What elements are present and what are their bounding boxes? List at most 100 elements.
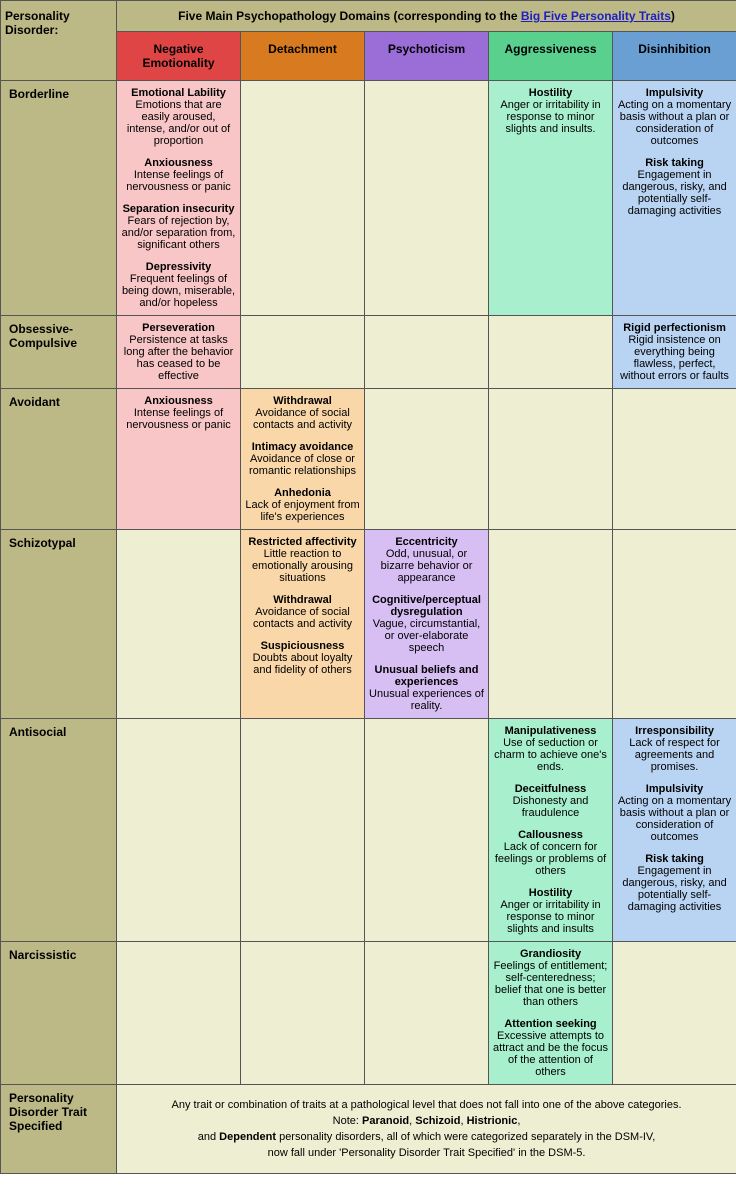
trait-block: ImpulsivityActing on a momentary basis w…	[617, 783, 732, 843]
trait-title: Anxiousness	[121, 395, 236, 407]
footer-bold-dependent: Dependent	[219, 1131, 276, 1143]
trait-desc: Little reaction to emotionally arousing …	[245, 548, 360, 584]
footer-comma: ,	[517, 1115, 520, 1127]
trait-desc: Doubts about loyalty and fidelity of oth…	[245, 652, 360, 676]
trait-block: CallousnessLack of concern for feelings …	[493, 829, 608, 877]
trait-block: Risk takingEngagement in dangerous, risk…	[617, 157, 732, 217]
table-cell	[365, 942, 489, 1085]
table-cell: ManipulativenessUse of seduction or char…	[489, 719, 613, 942]
table-cell	[613, 530, 736, 719]
trait-desc: Lack of concern for feelings or problems…	[493, 841, 608, 877]
trait-desc: Unusual experiences of reality.	[369, 688, 484, 712]
table-row: SchizotypalRestricted affectivityLittle …	[1, 530, 736, 719]
table-cell	[365, 719, 489, 942]
trait-block: Attention seekingExcessive attempts to a…	[493, 1018, 608, 1078]
table-cell: PerseverationPersistence at tasks long a…	[117, 316, 241, 389]
footer-line3-post: personality disorders, all of which were…	[276, 1131, 655, 1143]
title-header: Five Main Psychopathology Domains (corre…	[117, 1, 736, 32]
trait-block: SuspiciousnessDoubts about loyalty and f…	[245, 640, 360, 676]
footer-line3-pre: and	[198, 1131, 219, 1143]
trait-block: WithdrawalAvoidance of social contacts a…	[245, 594, 360, 630]
table-cell	[241, 942, 365, 1085]
table-cell	[117, 530, 241, 719]
trait-block: GrandiosityFeelings of entitlement; self…	[493, 948, 608, 1008]
trait-desc: Avoidance of social contacts and activit…	[245, 407, 360, 431]
trait-desc: Acting on a momentary basis without a pl…	[617, 795, 732, 843]
trait-desc: Anger or irritability in response to min…	[493, 99, 608, 135]
table-row: NarcissisticGrandiosityFeelings of entit…	[1, 942, 736, 1085]
table-cell	[365, 316, 489, 389]
table-cell	[241, 719, 365, 942]
footer-bold-paranoid: Paranoid	[362, 1115, 409, 1127]
trait-desc: Intense feelings of nervousness or panic	[121, 169, 236, 193]
column-header: Disinhibition	[613, 32, 736, 81]
trait-title: Hostility	[493, 887, 608, 899]
table-cell: AnxiousnessIntense feelings of nervousne…	[117, 389, 241, 530]
table-cell: IrresponsibilityLack of respect for agre…	[613, 719, 736, 942]
trait-title: Impulsivity	[617, 87, 732, 99]
trait-title: Anxiousness	[121, 157, 236, 169]
table-cell	[489, 530, 613, 719]
trait-desc: Odd, unusual, or bizarre behavior or app…	[369, 548, 484, 584]
table-cell: ImpulsivityActing on a momentary basis w…	[613, 81, 736, 316]
footer-cell: Any trait or combination of traits at a …	[117, 1085, 736, 1174]
trait-title: Cognitive/perceptual dysregulation	[369, 594, 484, 618]
column-header: Aggressiveness	[489, 32, 613, 81]
trait-title: Deceitfulness	[493, 783, 608, 795]
footer-bold-schizoid: Schizoid	[415, 1115, 460, 1127]
trait-block: PerseverationPersistence at tasks long a…	[121, 322, 236, 382]
trait-block: ImpulsivityActing on a momentary basis w…	[617, 87, 732, 147]
table-cell: WithdrawalAvoidance of social contacts a…	[241, 389, 365, 530]
trait-title: Suspiciousness	[245, 640, 360, 652]
trait-title: Risk taking	[617, 853, 732, 865]
table-row: Obsessive-CompulsivePerseverationPersist…	[1, 316, 736, 389]
trait-title: Restricted affectivity	[245, 536, 360, 548]
trait-title: Anhedonia	[245, 487, 360, 499]
trait-block: Cognitive/perceptual dysregulationVague,…	[369, 594, 484, 654]
trait-title: Eccentricity	[369, 536, 484, 548]
trait-title: Unusual beliefs and experiences	[369, 664, 484, 688]
table-cell	[613, 942, 736, 1085]
trait-desc: Dishonesty and fraudulence	[493, 795, 608, 819]
trait-desc: Use of seduction or charm to achieve one…	[493, 737, 608, 773]
table-cell: Restricted affectivityLittle reaction to…	[241, 530, 365, 719]
footer-bold-histrionic: Histrionic	[467, 1115, 518, 1127]
footer-line4: now fall under 'Personality Disorder Tra…	[125, 1147, 728, 1159]
title-post: )	[671, 9, 675, 23]
trait-block: Restricted affectivityLittle reaction to…	[245, 536, 360, 584]
trait-block: AnhedoniaLack of enjoyment from life's e…	[245, 487, 360, 523]
table-cell	[365, 389, 489, 530]
table-cell	[365, 81, 489, 316]
trait-desc: Fears of rejection by, and/or separation…	[121, 215, 236, 251]
table-cell	[489, 389, 613, 530]
trait-block: Emotional LabilityEmotions that are easi…	[121, 87, 236, 147]
column-header: Psychoticism	[365, 32, 489, 81]
trait-block: Risk takingEngagement in dangerous, risk…	[617, 853, 732, 913]
trait-desc: Intense feelings of nervousness or panic	[121, 407, 236, 431]
trait-block: EccentricityOdd, unusual, or bizarre beh…	[369, 536, 484, 584]
table-cell	[489, 316, 613, 389]
trait-title: Risk taking	[617, 157, 732, 169]
trait-title: Impulsivity	[617, 783, 732, 795]
big-five-link[interactable]: Big Five Personality Traits	[521, 9, 671, 23]
trait-title: Intimacy avoidance	[245, 441, 360, 453]
trait-desc: Frequent feelings of being down, miserab…	[121, 273, 236, 309]
trait-block: Intimacy avoidanceAvoidance of close or …	[245, 441, 360, 477]
psychopathology-table: Personality Disorder: Five Main Psychopa…	[0, 0, 736, 1174]
trait-block: Separation insecurityFears of rejection …	[121, 203, 236, 251]
trait-title: Rigid perfectionism	[617, 322, 732, 334]
trait-desc: Feelings of entitlement; self-centeredne…	[493, 960, 608, 1008]
trait-title: Hostility	[493, 87, 608, 99]
table-cell: HostilityAnger or irritability in respon…	[489, 81, 613, 316]
table-cell	[117, 942, 241, 1085]
trait-title: Separation insecurity	[121, 203, 236, 215]
trait-block: Rigid perfectionismRigid insistence on e…	[617, 322, 732, 382]
footer-line1: Any trait or combination of traits at a …	[125, 1099, 728, 1111]
trait-block: IrresponsibilityLack of respect for agre…	[617, 725, 732, 773]
footer-line3: and Dependent personality disorders, all…	[125, 1131, 728, 1143]
row-header: Obsessive-Compulsive	[1, 316, 117, 389]
trait-block: DeceitfulnessDishonesty and fraudulence	[493, 783, 608, 819]
trait-block: HostilityAnger or irritability in respon…	[493, 87, 608, 135]
row-header: Antisocial	[1, 719, 117, 942]
trait-desc: Lack of enjoyment from life's experience…	[245, 499, 360, 523]
